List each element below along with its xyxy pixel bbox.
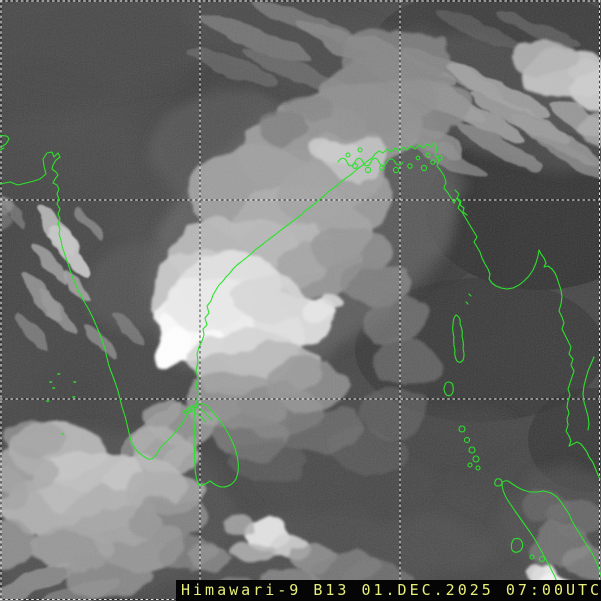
delta-islands bbox=[345, 147, 443, 174]
coastline-sumatra bbox=[494, 478, 601, 583]
coastline-sri-lanka bbox=[193, 403, 239, 488]
lakshadweep-islands bbox=[46, 373, 77, 435]
caption-text: Himawari-9 B13 01.DEC.2025 07:00UTC bbox=[181, 581, 601, 599]
coastline-indus-delta bbox=[0, 134, 10, 151]
coastline-chittagong bbox=[454, 189, 468, 216]
coastlines bbox=[0, 134, 601, 583]
adams-bridge bbox=[183, 406, 197, 412]
coastline-india-myanmar bbox=[0, 142, 601, 480]
sumatra-west-islands bbox=[529, 554, 546, 563]
coastline-ganges-delta bbox=[337, 157, 404, 167]
andaman-islands bbox=[443, 293, 472, 397]
nicobar-islands bbox=[458, 425, 481, 471]
caption-bar: Himawari-9 B13 01.DEC.2025 07:00UTC bbox=[176, 580, 601, 601]
coastline-thai-peninsula-inner bbox=[582, 356, 595, 431]
